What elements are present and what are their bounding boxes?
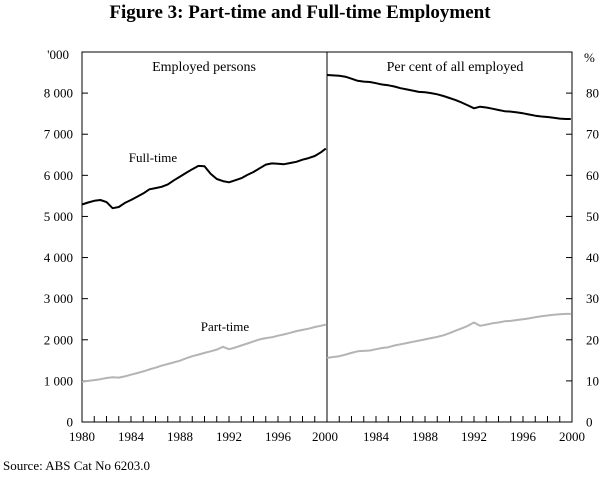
y-tick-label-left: 8 000 [44,86,73,101]
x-tick-label: 1988 [167,429,193,444]
source-note: Source: ABS Cat No 6203.0 [3,458,150,473]
y-tick-label-right: 10 [586,373,599,388]
chart-title: Figure 3: Part-time and Full-time Employ… [109,2,491,23]
x-tick-label: 1992 [461,429,487,444]
x-tick-label: 1988 [412,429,438,444]
part-time-series-label: Part-time [201,319,250,334]
x-tick-label: 2000 [312,429,338,444]
y-tick-label-left: 1 000 [44,373,73,388]
part-time-line-persons [81,323,327,383]
y-tick-label-right: 40 [586,250,599,265]
y-tick-label-right: 20 [586,332,599,347]
x-tick-label: 1996 [510,429,537,444]
y-tick-label-left: 4 000 [44,250,73,265]
y-tick-label-right: 80 [586,86,599,101]
right-axis-unit: % [584,50,595,65]
right-panel-title: Per cent of all employed [387,60,524,75]
y-tick-label-right: 60 [586,168,599,183]
y-tick-label-left: 3 000 [44,291,73,306]
y-tick-label-right: 70 [586,127,599,142]
y-tick-label-left: 0 [67,415,74,430]
left-axis-unit: '000 [47,47,69,62]
x-tick-label: 1984 [118,429,145,444]
y-tick-label-right: 50 [586,209,599,224]
y-tick-label-left: 7 000 [44,127,73,142]
full-time-series-label: Full-time [129,150,178,165]
y-tick-label-left: 6 000 [44,168,73,183]
full-time-line-percent [326,74,571,120]
y-tick-label-left: 2 000 [44,332,73,347]
y-tick-label-right: 30 [586,291,599,306]
x-tick-label: 1980 [69,429,95,444]
x-tick-label: 2000 [559,429,585,444]
x-tick-label: 1996 [265,429,292,444]
x-tick-label: 1984 [363,429,390,444]
full-time-line-persons [81,147,327,210]
part-time-line-percent [326,312,571,359]
y-tick-label-right: 0 [586,415,593,430]
left-panel-title: Employed persons [152,60,256,75]
x-tick-label: 1992 [216,429,242,444]
y-tick-label-left: 5 000 [44,209,73,224]
